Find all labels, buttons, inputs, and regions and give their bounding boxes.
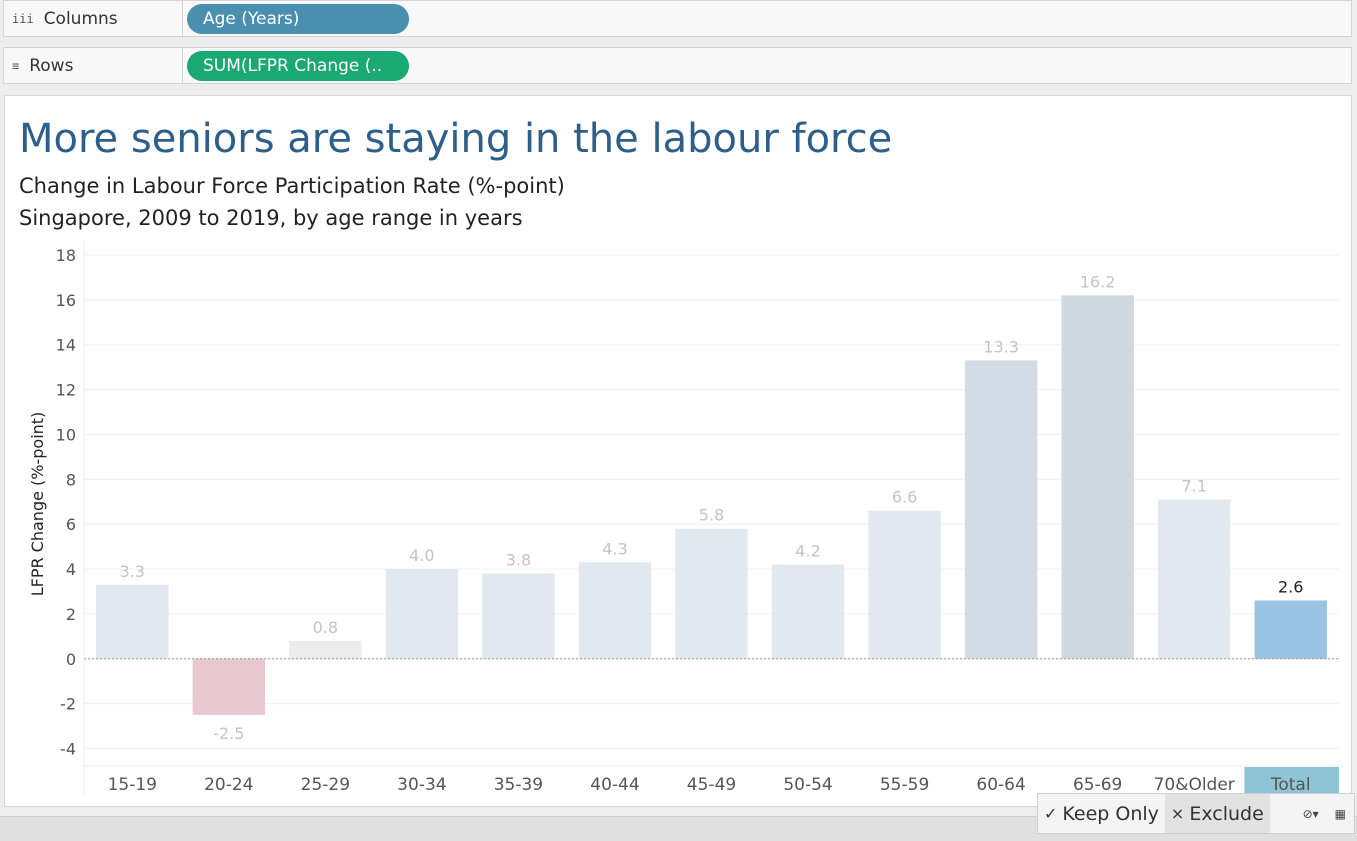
y-tick-label: -4 [60,740,76,759]
data-label: 7.1 [1181,477,1206,496]
columns-icon: iii [12,11,34,26]
y-tick-label: 16 [56,291,76,310]
chart-title: More seniors are staying in the labour f… [19,116,893,162]
y-tick-label: 12 [56,381,76,400]
rows-label: Rows [29,55,74,76]
rows-icon: ≡ [12,58,20,73]
data-label: 2.6 [1278,577,1303,596]
rows-shelf: ≡ Rows SUM(LFPR Change (.. [3,47,1352,84]
data-label: 16.2 [1080,272,1116,291]
x-tick-label: 25-29 [301,775,350,795]
data-label: 6.6 [892,488,917,507]
columns-label: Columns [43,8,118,29]
keep-only-label: Keep Only [1062,802,1159,825]
x-tick-label: 60-64 [976,775,1025,795]
y-tick-label: 18 [56,246,76,265]
bar-15-19 [96,584,169,659]
tooltip-action-bar: ✓ Keep Only × Exclude ⊘▾ ▦ [1037,793,1355,834]
x-icon: × [1170,804,1185,823]
y-tick-label: 14 [56,336,76,355]
bar-65-69 [1061,295,1134,659]
viz-canvas: More seniors are staying in the labour f… [4,95,1352,807]
bar-45-49 [675,528,748,659]
y-tick-label: 2 [66,605,76,624]
y-tick-label: 10 [56,425,76,444]
columns-shelf-label: iii Columns [4,1,183,36]
bar-35-39 [482,573,555,659]
y-tick-label: -2 [60,695,76,714]
y-tick-label: 4 [66,560,76,579]
chart-subtitle-2: Singapore, 2009 to 2019, by age range in… [19,206,523,230]
data-label: 4.3 [602,539,627,558]
data-label: -2.5 [213,724,244,743]
x-tick-label: 45-49 [687,775,736,795]
group-icon[interactable]: ⊘▾ [1302,806,1319,821]
x-tick-label: 50-54 [783,775,832,795]
bar-70&Older [1157,499,1231,659]
x-tick-label: 15-19 [108,775,157,795]
y-tick-label: 8 [66,470,76,489]
data-label: 4.2 [795,542,820,561]
y-axis-title: LFPR Change (%-point) [28,412,47,597]
bar-30-34 [385,569,459,659]
bar-55-59 [868,510,941,659]
x-tick-label: 55-59 [880,775,929,795]
rows-shelf-label: ≡ Rows [4,48,183,83]
columns-shelf: iii Columns Age (Years) [3,0,1352,37]
bar-40-44 [578,562,652,659]
age-years-pill[interactable]: Age (Years) [187,4,409,34]
x-tick-label: 65-69 [1073,775,1122,795]
x-tick-label: 20-24 [204,775,253,795]
chart-subtitle: Change in Labour Force Participation Rat… [19,174,565,198]
x-tick-label: Total [1270,775,1311,795]
x-tick-label: 35-39 [494,775,543,795]
y-tick-label: 6 [66,515,76,534]
lfpr-change-pill[interactable]: SUM(LFPR Change (.. [187,51,409,81]
bar-Total [1254,600,1327,659]
data-label: 13.3 [983,337,1019,356]
y-tick-label: 0 [66,650,76,669]
bar-50-54 [771,564,845,659]
x-tick-label: 30-34 [397,775,446,795]
x-tick-label: 40-44 [590,775,639,795]
exclude-label: Exclude [1189,802,1264,825]
x-tick-label: 70&Older [1154,775,1235,795]
data-label: 3.3 [120,562,145,581]
view-data-icon[interactable]: ▦ [1334,806,1346,821]
exclude-button[interactable]: × Exclude [1164,794,1270,833]
data-label: 5.8 [699,506,724,525]
data-label: 0.8 [313,618,338,637]
data-label: 3.8 [506,551,531,570]
bar-25-29 [289,640,362,659]
bar-60-64 [964,360,1038,659]
check-icon: ✓ [1044,804,1058,823]
bar-chart: -4 -2 0 2 4 6 8 10 12 14 16 18 3.3 -2.5 0.8 4.0 3.8 4.3 5.… [28,240,1339,803]
data-label: 4.0 [409,546,434,565]
keep-only-button[interactable]: ✓ Keep Only [1038,794,1165,833]
bar-20-24 [192,658,266,715]
